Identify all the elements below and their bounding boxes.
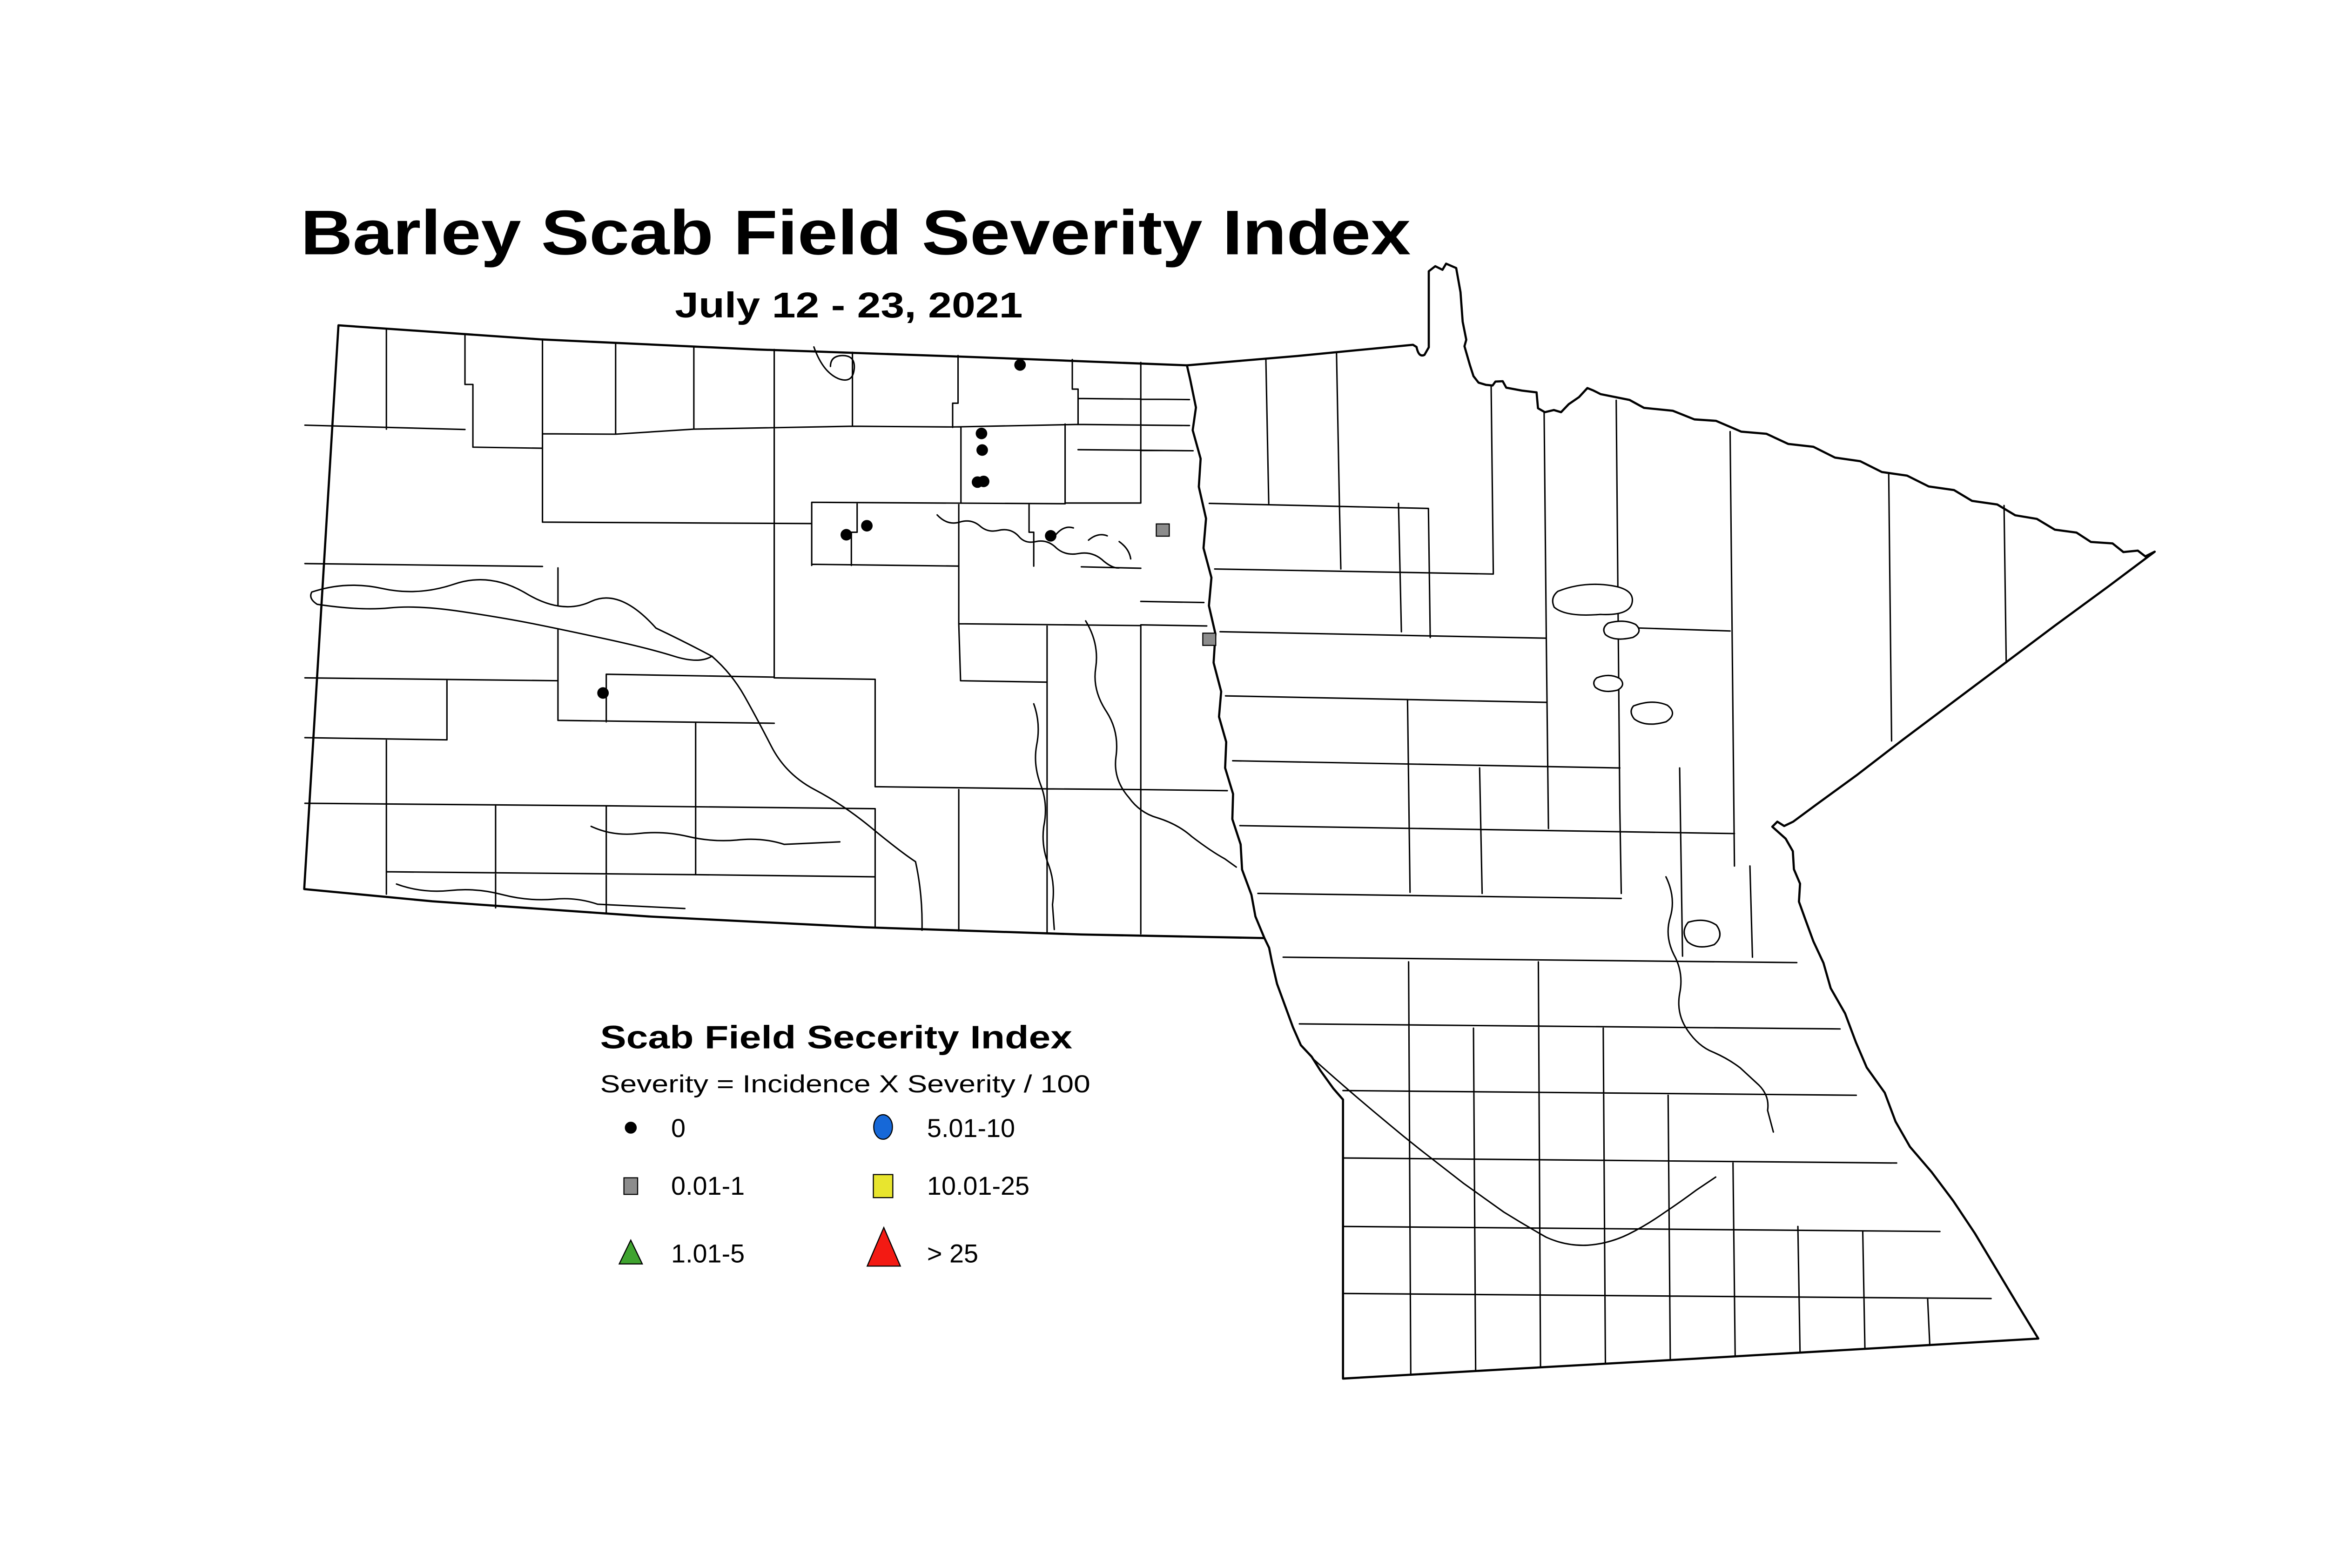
legend-label-10-01-25: 10.01-25 [927, 1171, 1029, 1200]
lower-red-lake [1603, 620, 1640, 640]
lake-winnibigoshish [1593, 674, 1623, 693]
minnesota-river [1312, 1057, 1717, 1246]
missouri-river-lower [711, 655, 923, 931]
page-title: Barley Scab Field Severity Index [301, 197, 1411, 268]
north-dakota-outline [303, 324, 1266, 939]
legend-dot-marker [625, 1122, 637, 1134]
legend-green-triangle-marker [618, 1238, 643, 1265]
sheyenne-river [1085, 620, 1237, 868]
devils-lake [936, 514, 1132, 569]
map-marker-severity-0 [597, 687, 609, 699]
mille-lacs-lake [1683, 919, 1721, 948]
map-marker-severity-0 [975, 427, 988, 439]
date-range-subtitle: July 12 - 23, 2021 [675, 285, 1022, 325]
map-marker-severity-0 [861, 520, 873, 532]
legend-formula: Severity = Incidence X Severity / 100 [600, 1070, 1090, 1098]
heart-river [590, 825, 841, 845]
leech-lake [1630, 701, 1674, 725]
map-marker-severity-0 [976, 444, 988, 456]
legend-label-0: 0 [671, 1114, 686, 1143]
legend-gray-square-marker [623, 1177, 639, 1195]
map-markers-layer [597, 359, 1217, 699]
upper-red-lake [1552, 583, 1634, 616]
minnesota-outline [1186, 262, 2156, 1380]
legend-yellow-square-marker [873, 1174, 894, 1198]
legend-label-1-01-5: 1.01-5 [671, 1239, 745, 1268]
legend-label-5-01-10: 5.01-10 [927, 1114, 1015, 1143]
map-marker-severity-0.01-1 [1156, 523, 1170, 537]
map-legend: Scab Field Secerity Index Severity = Inc… [600, 1019, 1090, 1268]
legend-label-gt-25: > 25 [927, 1239, 978, 1268]
legend-title: Scab Field Secerity Index [600, 1019, 1072, 1056]
map-marker-severity-0 [1045, 530, 1056, 542]
map-marker-severity-0 [978, 475, 989, 487]
map-marker-severity-0 [1014, 359, 1026, 371]
minnesota-county-lines [1208, 351, 2007, 1375]
cannonball-river [396, 883, 686, 909]
map-marker-severity-0 [841, 529, 852, 541]
lake-sakakawea-missouri-river [310, 579, 713, 661]
north-dakota-county-lines [304, 329, 1228, 935]
james-river [1033, 703, 1055, 930]
legend-label-0-01-1: 0.01-1 [671, 1171, 745, 1200]
souris-river [813, 346, 855, 381]
mississippi-river-upper [1665, 876, 1774, 1133]
map-marker-severity-0.01-1 [1202, 633, 1217, 646]
legend-blue-circle-marker [873, 1114, 893, 1140]
north-dakota-state [303, 324, 1266, 939]
minnesota-state [1186, 262, 2156, 1380]
legend-red-triangle-marker [866, 1226, 901, 1267]
